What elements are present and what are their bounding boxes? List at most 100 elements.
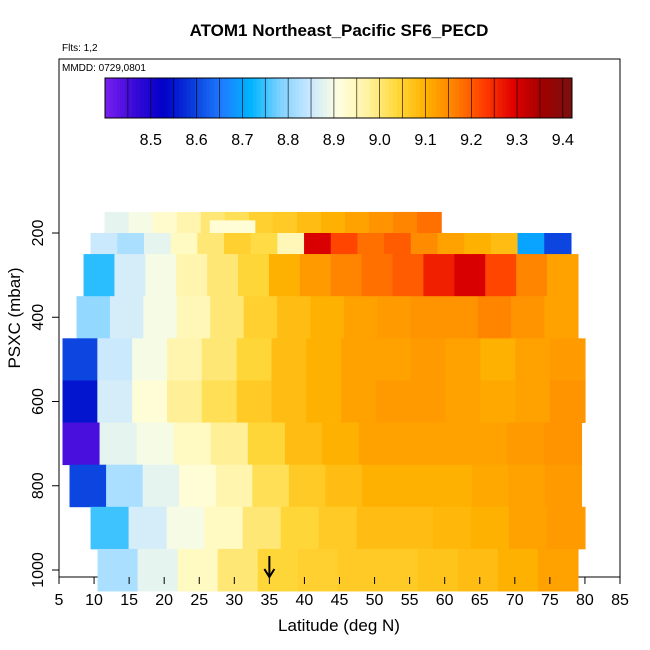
colorbar-segment xyxy=(291,78,297,118)
heat-cell xyxy=(445,338,482,381)
colorbar-segment xyxy=(120,78,125,118)
colorbar-segment xyxy=(400,78,406,118)
colorbar-segment xyxy=(431,78,437,118)
colorbar-segment xyxy=(533,78,538,118)
y-tick-label: 200 xyxy=(30,220,47,247)
heat-cell xyxy=(62,338,98,381)
heat-cell xyxy=(132,380,168,423)
heat-cell xyxy=(177,548,219,592)
colorbar-segment xyxy=(486,78,491,118)
colorbar-segment xyxy=(521,78,526,118)
heat-cell xyxy=(515,338,551,381)
colorbar-segment xyxy=(132,78,137,118)
heat-cell xyxy=(243,296,278,339)
heat-cell xyxy=(145,254,177,297)
colorbar-segment xyxy=(361,78,367,118)
colorbar-segment xyxy=(105,78,110,118)
heat-cell xyxy=(176,296,211,339)
colorbar-segment xyxy=(381,78,386,118)
heat-cell xyxy=(106,464,144,508)
flights-label: Flts: 1,2 xyxy=(62,43,98,54)
colorbar-segment xyxy=(108,78,114,118)
colorbar-segment xyxy=(478,78,483,118)
x-axis-label: Latitude (deg N) xyxy=(278,616,400,635)
heat-cell xyxy=(445,380,482,423)
colorbar-segment xyxy=(342,78,347,118)
heat-cell xyxy=(470,506,510,550)
heat-cell xyxy=(166,338,203,381)
y-axis-label: PSXC (mbar) xyxy=(5,267,24,368)
heat-cell xyxy=(142,464,180,508)
heat-cell xyxy=(361,254,394,297)
heat-cell xyxy=(544,296,579,339)
heat-cell xyxy=(236,380,273,423)
colorbar-segment xyxy=(498,78,503,118)
colorbar-segment xyxy=(451,78,456,118)
heat-cell xyxy=(457,548,499,592)
x-tick-label: 40 xyxy=(296,592,314,609)
heat-cell xyxy=(341,338,377,381)
heat-cell xyxy=(271,380,307,423)
colorbar-segment xyxy=(311,78,316,118)
heat-cell xyxy=(114,254,146,297)
heat-cell xyxy=(83,254,116,297)
heat-cell xyxy=(210,296,245,339)
colorbar-segment xyxy=(459,78,464,118)
colorbar-segment xyxy=(178,78,184,118)
x-axis: 5 10 15 20 25 30 35 40 45 50 55 60 65 70 75 80 85 xyxy=(55,577,629,609)
heat-cell xyxy=(497,548,539,592)
colorbar-segment xyxy=(112,78,118,118)
colorbar-segment xyxy=(474,78,480,118)
heat-cell xyxy=(271,338,307,381)
heat-cell xyxy=(97,338,133,381)
heat-cell xyxy=(62,380,98,423)
x-tick-label: 20 xyxy=(155,592,173,609)
colorbar-segment xyxy=(412,78,417,118)
heat-cell xyxy=(507,422,545,466)
dates-label: MMDD: 0729,0801 xyxy=(62,63,146,74)
colorbar-segment xyxy=(233,78,238,118)
colorbar-frame xyxy=(104,77,573,119)
heat-cell xyxy=(215,464,253,508)
colorbar-segment xyxy=(155,78,160,118)
heat-cell xyxy=(410,296,445,339)
colorbar-segment xyxy=(494,78,499,118)
heat-cell xyxy=(444,296,479,339)
colorbar-segment xyxy=(167,78,172,118)
heat-cell xyxy=(480,380,516,423)
colorbar-segment xyxy=(264,78,269,118)
colorbar-segment xyxy=(175,78,180,118)
x-tick-label: 30 xyxy=(225,592,243,609)
colorbar-segment xyxy=(225,78,231,118)
colorbar-segment xyxy=(124,78,129,118)
y-tick-label: 1000 xyxy=(30,552,47,588)
x-tick-label: 50 xyxy=(366,592,384,609)
heat-cell xyxy=(277,296,312,339)
colorbar-segment xyxy=(525,78,530,118)
heat-cell xyxy=(485,254,517,297)
colorbar-segment xyxy=(435,78,441,118)
colorbar-segment xyxy=(217,78,223,118)
colorbar-tick-label: 9.4 xyxy=(552,132,574,149)
colorbar-segment xyxy=(385,78,390,118)
colorbar-segment xyxy=(404,78,410,118)
heat-cell xyxy=(284,422,323,466)
x-tick-label: 5 xyxy=(55,592,64,609)
colorbar-segment xyxy=(560,78,565,118)
heat-cell xyxy=(377,296,412,339)
colorbar-tick-label: 9.2 xyxy=(460,132,482,149)
heat-cell xyxy=(238,254,270,297)
colorbar-segment xyxy=(392,78,398,118)
colorbar-segment xyxy=(424,78,429,118)
heat-cell xyxy=(508,506,548,550)
colorbar-segment xyxy=(416,78,421,118)
colorbar-segment xyxy=(443,78,448,118)
colorbar-segment xyxy=(346,78,351,118)
colorbar-segment xyxy=(202,78,207,118)
x-tick-label: 65 xyxy=(471,592,489,609)
heat-cell xyxy=(516,254,548,297)
colorbar-segment xyxy=(420,78,425,118)
colorbar-segment xyxy=(490,78,495,118)
heat-cell xyxy=(166,380,203,423)
